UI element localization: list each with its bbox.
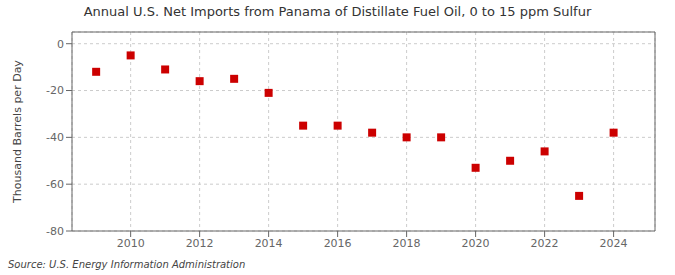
svg-text:-80: -80 bbox=[46, 225, 64, 238]
svg-text:-20: -20 bbox=[46, 84, 64, 97]
html-text:Annual U.S. Net Imports from P: Annual U.S. Net Imports from Panama of D… bbox=[83, 4, 592, 19]
svg-text:-60: -60 bbox=[46, 178, 64, 191]
svg-text:2016: 2016 bbox=[324, 237, 352, 250]
svg-text:-40: -40 bbox=[46, 131, 64, 144]
svg-text:2022: 2022 bbox=[531, 237, 559, 250]
svg-text:2012: 2012 bbox=[186, 237, 214, 250]
svg-text:2018: 2018 bbox=[393, 237, 421, 250]
svg-text:0: 0 bbox=[57, 38, 64, 51]
svg-text:2020: 2020 bbox=[462, 237, 490, 250]
svg-text:2014: 2014 bbox=[255, 237, 283, 250]
svg-text:2010: 2010 bbox=[117, 237, 145, 250]
svg-text:2024: 2024 bbox=[600, 237, 628, 250]
html-text:Source: U.S. Energy Informatio: Source: U.S. Energy Information Administ… bbox=[8, 259, 246, 270]
svg-text:Thousand Barrels per Day: Thousand Barrels per Day bbox=[11, 60, 24, 204]
